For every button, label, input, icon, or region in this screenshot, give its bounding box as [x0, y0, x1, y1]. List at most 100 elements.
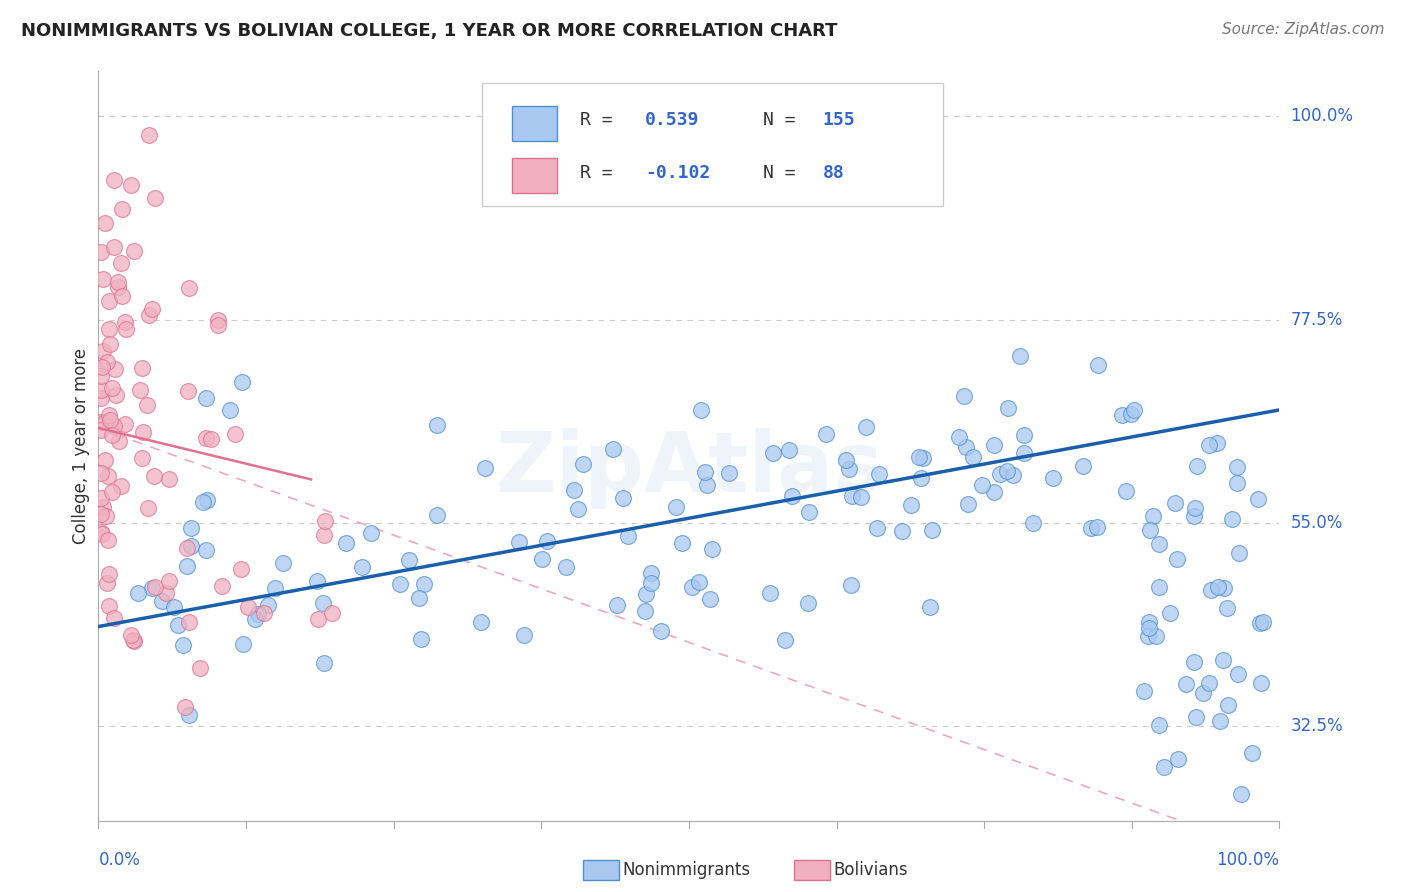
Point	[956, 497, 979, 511]
Point	[1175, 677, 1198, 691]
Point	[426, 508, 449, 522]
FancyBboxPatch shape	[512, 158, 557, 193]
Point	[90, 526, 112, 541]
Point	[98, 408, 121, 422]
Point	[1191, 686, 1213, 700]
Point	[640, 576, 662, 591]
Point	[849, 491, 872, 505]
Point	[1216, 698, 1239, 712]
Point	[104, 361, 127, 376]
Point	[103, 239, 125, 253]
Point	[98, 599, 121, 614]
Point	[835, 453, 858, 467]
Point	[131, 361, 153, 376]
Point	[176, 384, 198, 399]
Point	[243, 612, 266, 626]
Point	[97, 533, 120, 547]
Point	[602, 442, 624, 457]
Point	[143, 191, 166, 205]
Point	[90, 391, 112, 405]
Point	[179, 615, 201, 629]
Point	[988, 467, 1011, 481]
Point	[1198, 438, 1220, 452]
Point	[101, 484, 124, 499]
Point	[508, 534, 530, 549]
Point	[105, 388, 128, 402]
Point	[143, 580, 166, 594]
Point	[567, 501, 589, 516]
Point	[98, 413, 121, 427]
Point	[90, 383, 112, 397]
Point	[90, 507, 112, 521]
Point	[91, 343, 114, 358]
Point	[1249, 616, 1271, 631]
Point	[389, 576, 412, 591]
Point	[167, 618, 190, 632]
Point	[1087, 359, 1109, 373]
Point	[94, 216, 117, 230]
Point	[257, 599, 280, 613]
Point	[1008, 349, 1031, 363]
Point	[273, 556, 295, 570]
Point	[90, 466, 112, 480]
Point	[1139, 523, 1161, 537]
Point	[94, 453, 117, 467]
Point	[1230, 787, 1253, 801]
Text: Nonimmigrants: Nonimmigrants	[623, 861, 751, 879]
Point	[98, 336, 121, 351]
FancyBboxPatch shape	[482, 83, 943, 206]
Point	[908, 450, 931, 465]
Point	[921, 523, 943, 537]
Point	[997, 401, 1019, 415]
Point	[1185, 709, 1208, 723]
Point	[1002, 467, 1025, 482]
Point	[103, 611, 125, 625]
Point	[97, 469, 120, 483]
Point	[426, 418, 449, 433]
Point	[100, 381, 122, 395]
Point	[141, 302, 163, 317]
Point	[96, 576, 118, 591]
Point	[995, 465, 1018, 479]
Point	[157, 472, 180, 486]
Point	[681, 580, 703, 594]
Point	[1199, 582, 1222, 597]
Text: N =: N =	[763, 163, 807, 181]
Point	[96, 355, 118, 369]
Text: 0.539: 0.539	[645, 112, 700, 129]
Point	[253, 607, 276, 621]
Point	[1206, 580, 1229, 594]
Point	[98, 293, 121, 308]
Point	[1087, 520, 1109, 534]
Point	[920, 600, 942, 615]
Point	[107, 279, 129, 293]
Point	[352, 560, 374, 574]
Point	[1071, 458, 1094, 473]
Point	[700, 542, 723, 557]
Point	[868, 467, 890, 481]
Point	[841, 489, 863, 503]
Point	[1212, 653, 1234, 667]
Point	[470, 615, 492, 630]
Point	[207, 312, 229, 326]
Point	[114, 321, 136, 335]
Point	[717, 466, 740, 480]
Point	[247, 607, 270, 621]
Point	[179, 281, 201, 295]
Point	[90, 423, 112, 437]
Point	[200, 433, 222, 447]
Point	[163, 600, 186, 615]
Point	[1184, 501, 1206, 516]
Point	[536, 533, 558, 548]
Point	[90, 244, 112, 259]
Point	[1144, 629, 1167, 643]
Point	[762, 446, 785, 460]
Point	[814, 427, 837, 442]
Point	[689, 403, 711, 417]
Point	[1182, 655, 1205, 669]
Point	[1166, 551, 1188, 566]
Point	[1147, 718, 1170, 732]
Point	[120, 628, 142, 642]
Point	[665, 500, 688, 514]
Text: Source: ZipAtlas.com: Source: ZipAtlas.com	[1222, 22, 1385, 37]
